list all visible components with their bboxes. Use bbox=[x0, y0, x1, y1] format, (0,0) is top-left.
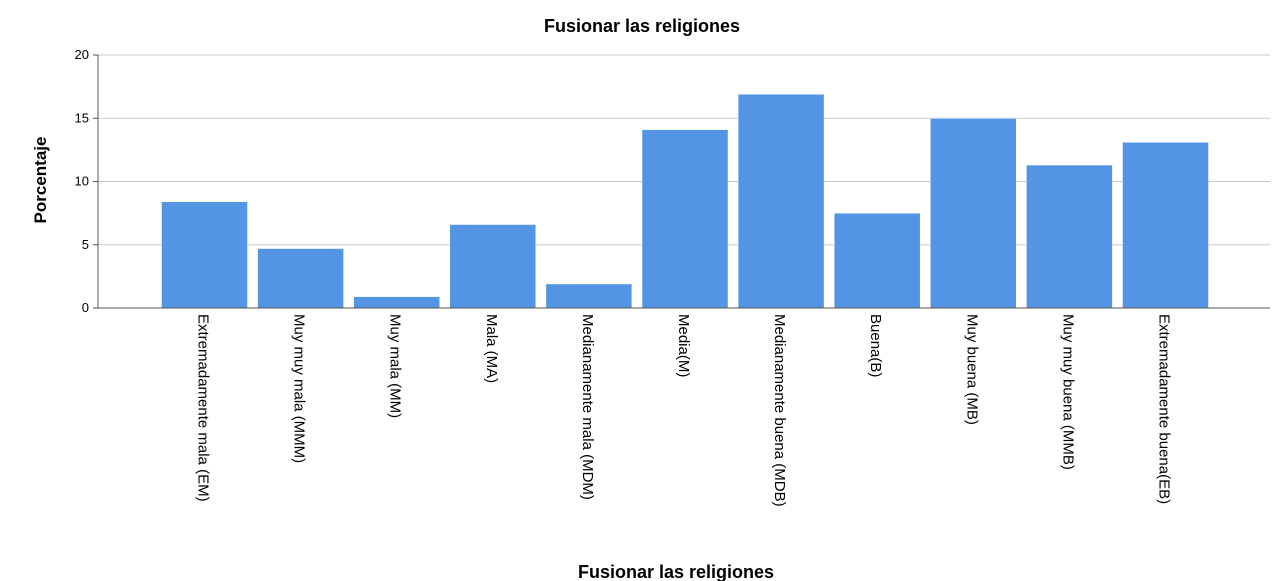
x-tick-label: Extremadamente buena(EB) bbox=[1156, 314, 1173, 504]
x-tick-label: Muy mala (MM) bbox=[387, 314, 404, 418]
y-tick-label: 0 bbox=[82, 300, 89, 315]
chart-title: Fusionar las religiones bbox=[544, 16, 740, 36]
y-axis-label: Porcentaje bbox=[31, 137, 50, 224]
x-tick-label: Medianamente buena (MDB) bbox=[771, 314, 788, 507]
bar bbox=[1026, 164, 1113, 309]
x-tick-label: Media(M) bbox=[675, 314, 692, 377]
bar bbox=[257, 248, 344, 309]
bar bbox=[930, 118, 1017, 309]
y-tick-label: 5 bbox=[82, 237, 89, 252]
bar bbox=[1122, 142, 1209, 309]
x-ticks: Extremadamente mala (EM) Muy muy mala (MM… bbox=[195, 314, 1173, 507]
bar bbox=[545, 283, 633, 309]
x-tick-label: Extremadamente mala (EM) bbox=[195, 314, 212, 502]
bars bbox=[161, 93, 1209, 309]
x-axis-label: Fusionar las religiones bbox=[578, 562, 774, 581]
bar bbox=[737, 93, 825, 309]
y-tick-label: 10 bbox=[75, 174, 89, 189]
x-tick-label: Buena(B) bbox=[867, 314, 884, 377]
y-tick-label: 15 bbox=[75, 110, 89, 125]
x-tick-label: Mala (MA) bbox=[483, 314, 500, 383]
bar bbox=[641, 129, 729, 309]
y-tick-label: 20 bbox=[75, 47, 89, 62]
x-tick-label: Muy muy mala (MMM) bbox=[291, 314, 308, 463]
bar bbox=[833, 212, 921, 309]
bar bbox=[449, 224, 537, 309]
x-tick-label: Muy buena (MB) bbox=[963, 314, 980, 425]
x-tick-label: Medianamente mala (MDM) bbox=[579, 314, 596, 500]
bar bbox=[161, 201, 248, 309]
x-tick-label: Muy muy buena (MMB) bbox=[1059, 314, 1076, 470]
y-ticks: 0 5 10 15 20 bbox=[75, 47, 98, 315]
bar bbox=[353, 296, 440, 309]
